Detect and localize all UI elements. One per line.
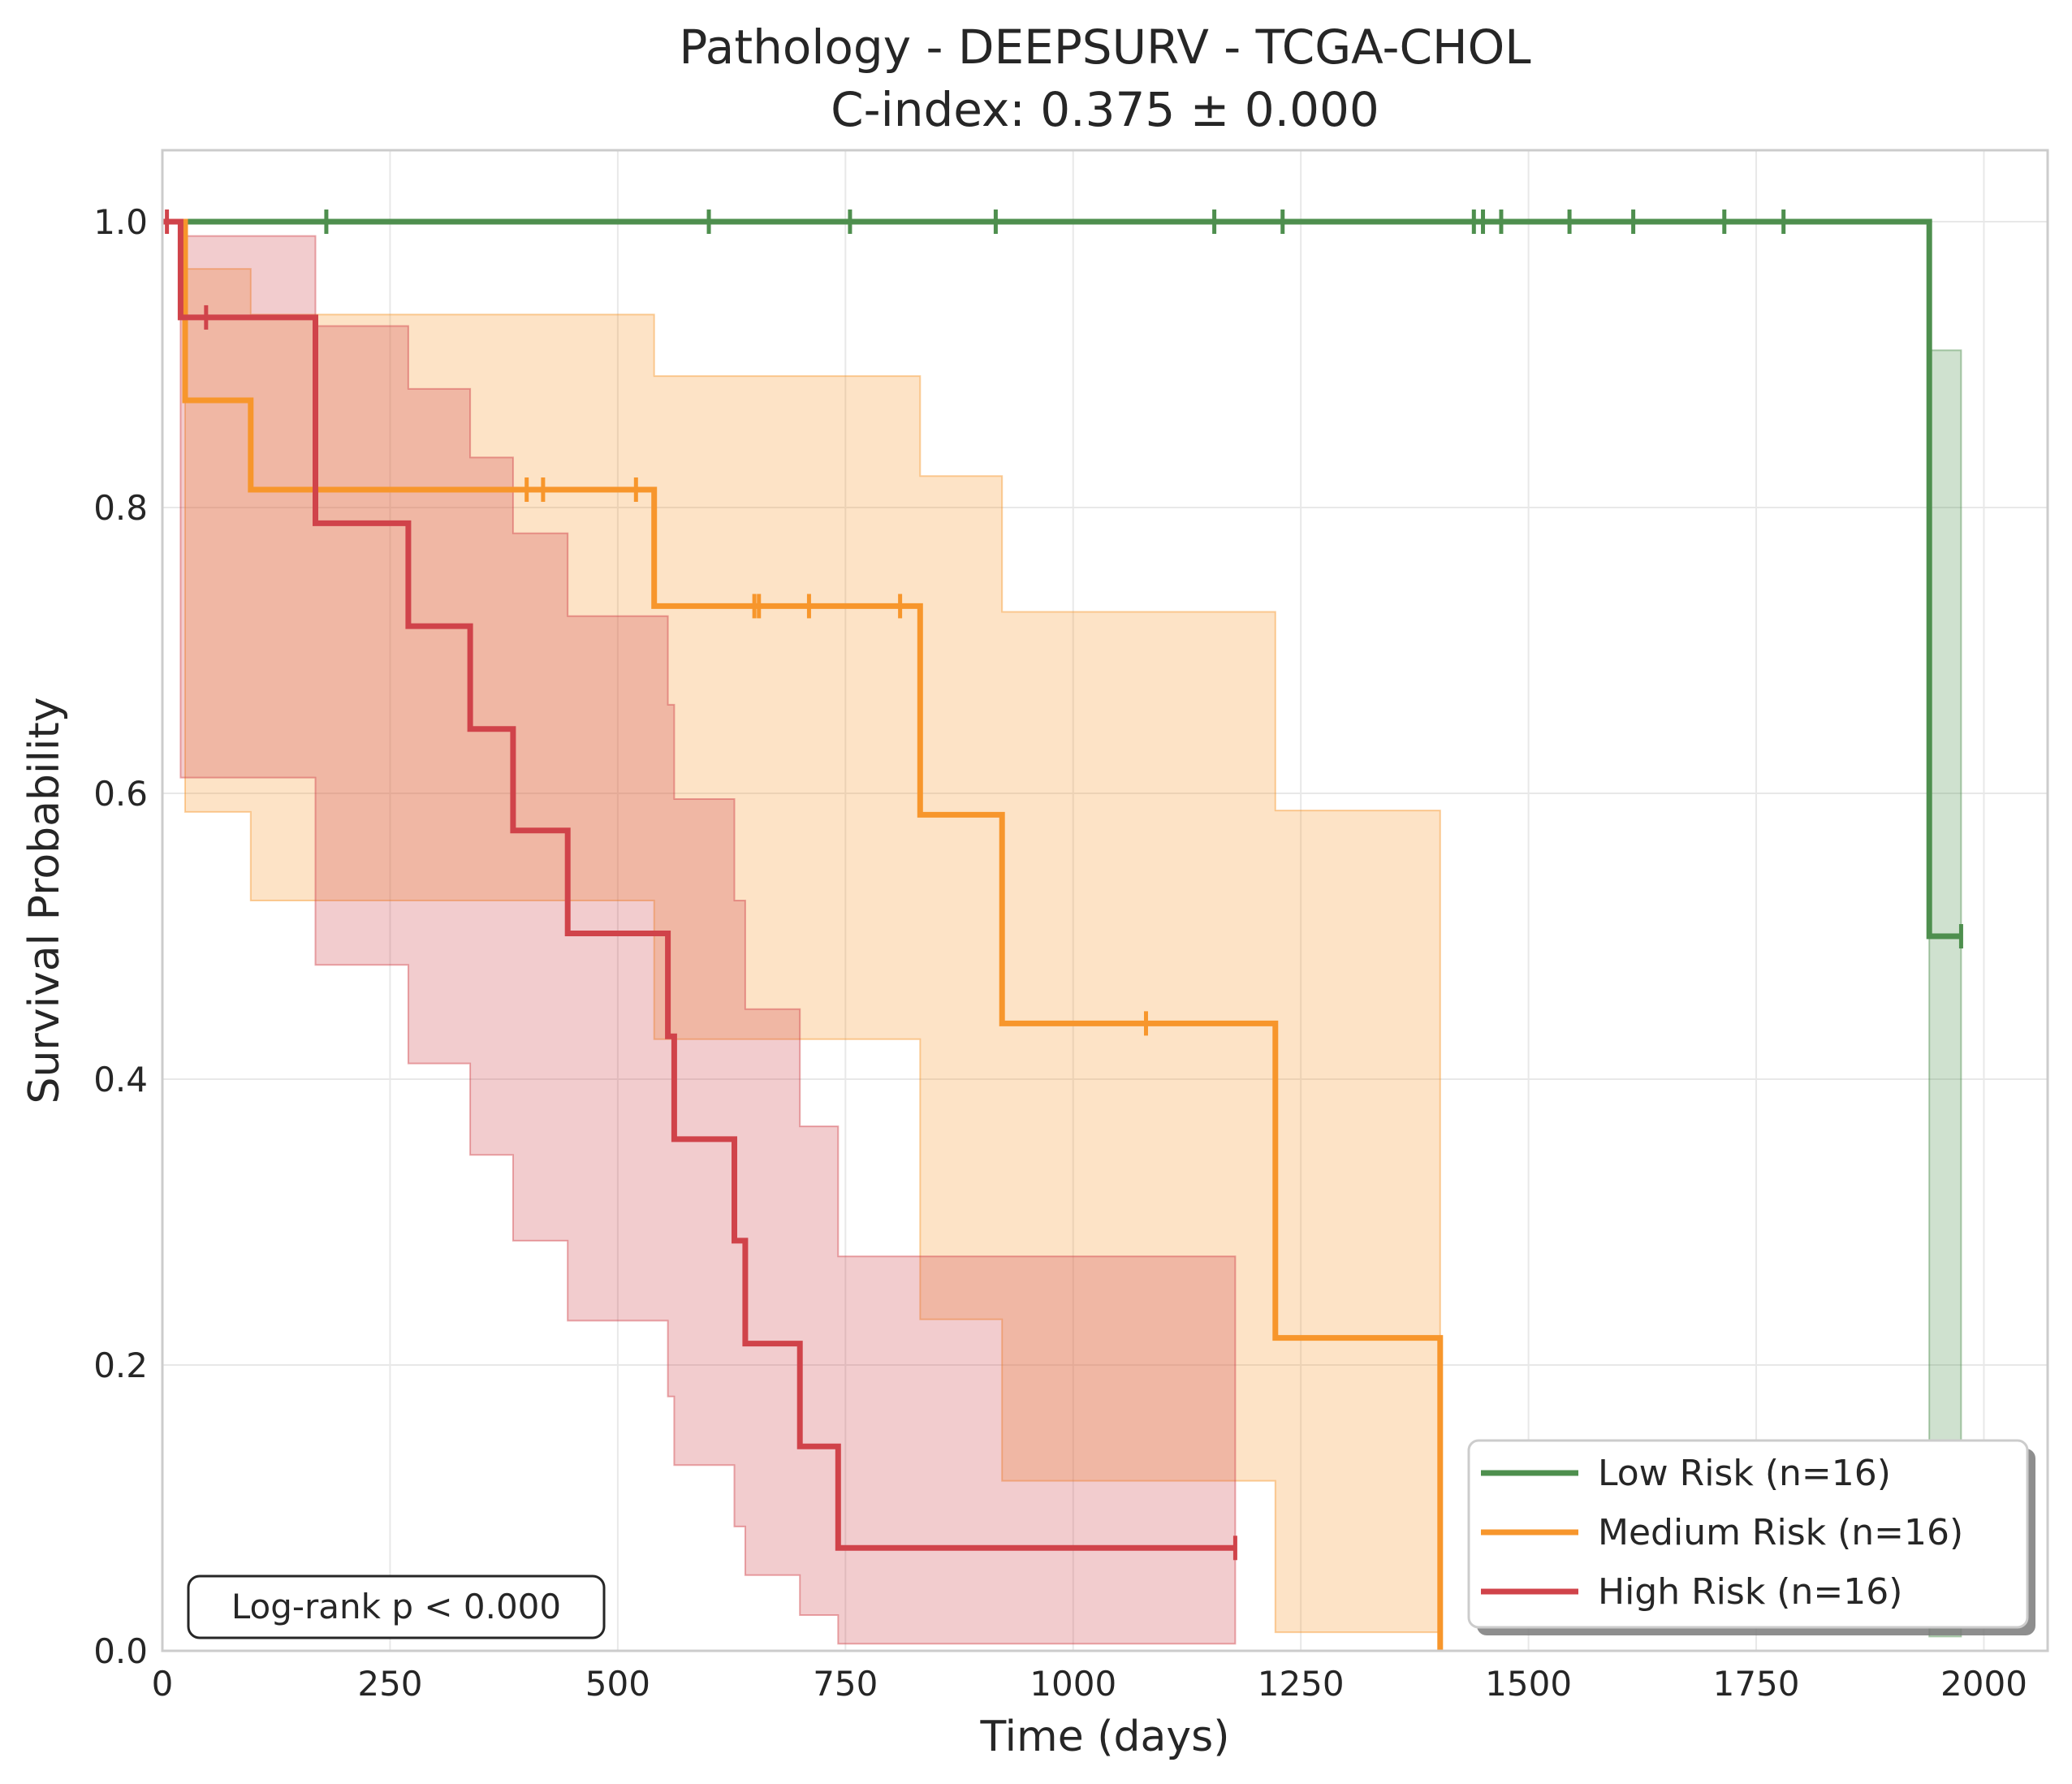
x-tick-label: 500 — [585, 1664, 650, 1704]
confidence-band — [1928, 349, 1962, 1638]
survival-curve — [162, 218, 1962, 940]
x-tick-label: 1000 — [1030, 1664, 1116, 1704]
censor-marks — [165, 210, 1963, 1561]
legend: Low Risk (n=16) Medium Risk (n=16) High Ri… — [1467, 1439, 2035, 1635]
x-axis-label: Time (days) — [979, 1713, 1229, 1761]
chart-title: Pathology - DEEPSURV - TCGA-CHOL — [679, 19, 1530, 75]
y-axis-ticks: 0.0 0.2 0.4 0.6 0.8 1.0 — [93, 202, 148, 1671]
y-tick-label: 0.6 — [93, 774, 148, 814]
y-tick-label: 0.0 — [93, 1631, 148, 1671]
x-axis-ticks: 0 250 500 750 1000 1250 1500 1750 2000 — [152, 1664, 2027, 1704]
y-tick-label: 0.4 — [93, 1060, 148, 1099]
logrank-annotation-text: Log-rank p < 0.000 — [231, 1587, 561, 1626]
legend-label: Low Risk (n=16) — [1598, 1453, 1891, 1494]
plot-area — [162, 150, 2048, 1651]
y-tick-label: 0.8 — [93, 488, 148, 528]
legend-frame — [1467, 1439, 2029, 1629]
y-axis-label: Survival Probability — [20, 697, 69, 1104]
x-tick-label: 750 — [813, 1664, 878, 1704]
survival-curves — [162, 218, 1962, 1651]
legend-label: Medium Risk (n=16) — [1598, 1512, 1963, 1553]
x-tick-label: 1750 — [1713, 1664, 1800, 1704]
legend-label: High Risk (n=16) — [1598, 1571, 1902, 1613]
confidence-band — [179, 235, 1237, 1645]
logrank-annotation: Log-rank p < 0.000 — [187, 1574, 606, 1639]
x-tick-label: 250 — [357, 1664, 422, 1704]
survival-curve — [162, 218, 1236, 1551]
x-tick-label: 1500 — [1485, 1664, 1572, 1704]
plot-frame — [161, 149, 2049, 1652]
x-tick-label: 1250 — [1258, 1664, 1345, 1704]
confidence-bands — [179, 235, 1962, 1645]
y-tick-label: 0.2 — [93, 1346, 148, 1385]
x-tick-label: 2000 — [1940, 1664, 2027, 1704]
x-tick-label: 0 — [152, 1664, 174, 1704]
chart-subtitle: C-index: 0.375 ± 0.000 — [831, 82, 1379, 137]
grid-lines — [162, 150, 2048, 1652]
y-tick-label: 1.0 — [93, 202, 148, 242]
survival-curve — [162, 218, 1444, 1651]
logrank-annotation-frame — [187, 1574, 606, 1639]
